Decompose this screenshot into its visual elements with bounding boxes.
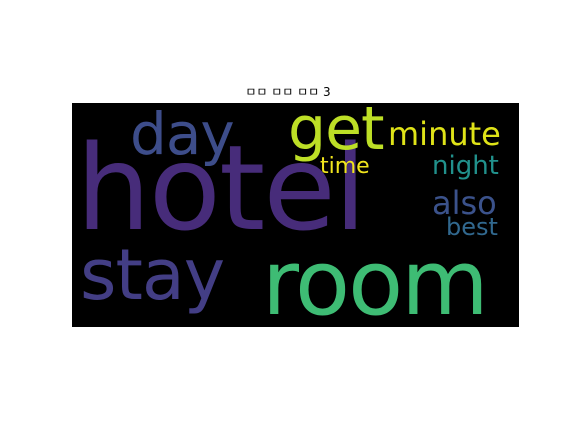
word-time: time (320, 154, 370, 179)
word-also: also (432, 184, 497, 222)
word-day: day (130, 103, 235, 168)
word-room: room (262, 231, 489, 328)
word-night: night (432, 151, 499, 181)
figure-title: ㅁㅁ ㅁㅁ ㅁㅁ 3 (245, 85, 331, 99)
word-best: best (446, 213, 498, 241)
word-hotel: hotel (76, 119, 367, 257)
word-minute: minute (388, 115, 501, 153)
word-stay: stay (80, 234, 225, 316)
wordcloud-canvas: hotel room stay day get minute night tim… (72, 103, 519, 327)
word-get: get (288, 103, 385, 164)
